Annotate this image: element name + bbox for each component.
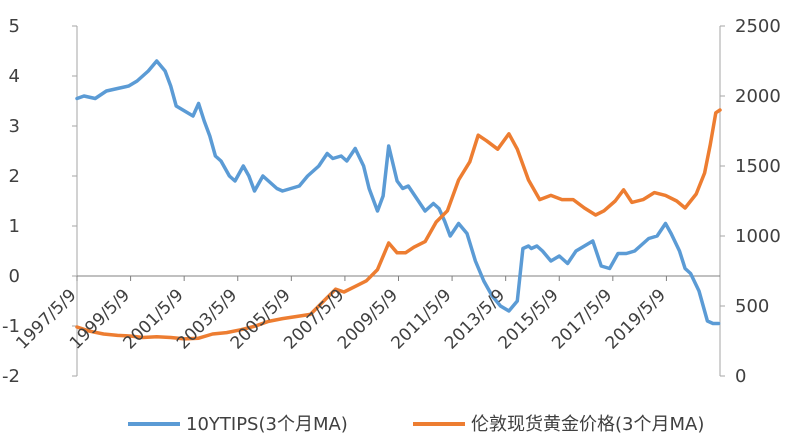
- legend: 10YTIPS(3个月MA) 伦敦现货黄金价格(3个月MA): [128, 414, 704, 435]
- left-tick-label: 1: [9, 216, 20, 237]
- left-tick-label: -1: [2, 316, 20, 337]
- right-axis-ticks: 0 500 1000 1500 2000 2500: [720, 16, 781, 387]
- right-tick-label: 500: [735, 296, 769, 317]
- left-tick-label: -2: [2, 366, 20, 387]
- left-tick-label: 2: [9, 166, 20, 187]
- left-tick-label: 4: [9, 66, 20, 87]
- series-lines: [75, 59, 722, 341]
- right-tick-label: 2500: [735, 16, 781, 37]
- right-tick-label: 0: [735, 366, 746, 387]
- tips-line: [75, 59, 721, 326]
- gold-price-line: [75, 108, 722, 341]
- legend-label-gold: 伦敦现货黄金价格(3个月MA): [471, 414, 704, 435]
- right-tick-label: 1000: [735, 226, 781, 247]
- right-tick-label: 2000: [735, 86, 781, 107]
- left-tick-label: 5: [9, 16, 20, 37]
- left-axis-ticks: -2 -1 0 1 2 3 4 5: [2, 16, 77, 387]
- right-tick-label: 1500: [735, 156, 781, 177]
- left-tick-label: 0: [9, 266, 20, 287]
- x-axis-ticks: 1997/5/91999/5/92001/5/92003/5/92005/5/9…: [12, 276, 670, 354]
- legend-label-tips: 10YTIPS(3个月MA): [186, 414, 348, 435]
- left-tick-label: 3: [9, 116, 20, 137]
